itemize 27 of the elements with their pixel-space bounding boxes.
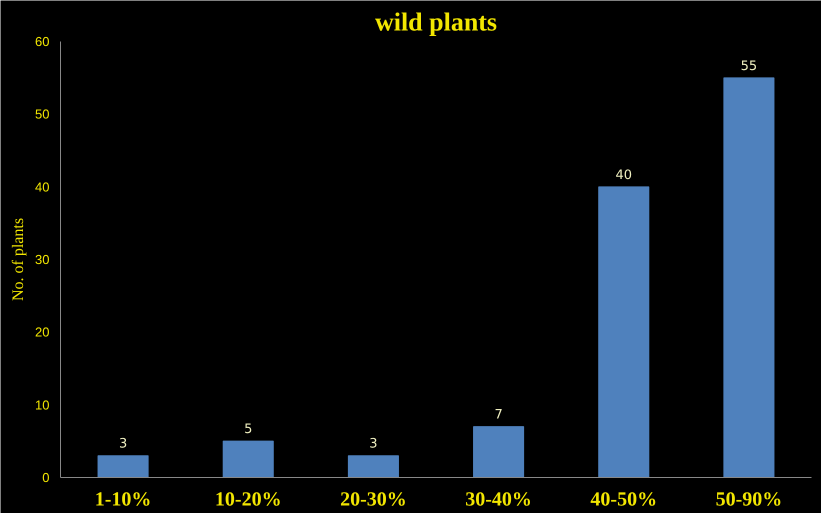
data-label: 7 (494, 408, 503, 423)
x-tick-label: 20-30% (340, 488, 407, 510)
bar (598, 186, 650, 478)
y-tick-label: 20 (35, 324, 50, 340)
data-label: 55 (740, 58, 758, 74)
bar (473, 426, 524, 478)
data-label: 3 (118, 436, 128, 452)
x-tick-label: 30-40% (465, 488, 532, 510)
y-axis-title: No. of plants (10, 218, 28, 302)
x-tick-label: 1-10% (94, 488, 152, 510)
data-label: 40 (615, 168, 632, 183)
x-tick-label: 10-20% (214, 488, 282, 510)
chart-title: wild plants (374, 8, 498, 36)
x-tick-label: 50-90% (716, 488, 782, 510)
y-tick-label: 60 (35, 34, 50, 49)
bar (348, 455, 399, 478)
y-tick-label: 30 (35, 252, 50, 267)
data-label: 5 (244, 422, 252, 438)
data-label: 3 (369, 436, 378, 452)
y-tick-label: 10 (35, 397, 50, 412)
y-tick-label: 40 (35, 179, 50, 194)
x-tick-label: 40-50% (590, 488, 658, 510)
bar (98, 455, 149, 478)
bar (723, 77, 774, 478)
y-tick-label: 0 (42, 470, 50, 485)
y-tick-label: 50 (35, 106, 50, 122)
bar (222, 440, 274, 478)
